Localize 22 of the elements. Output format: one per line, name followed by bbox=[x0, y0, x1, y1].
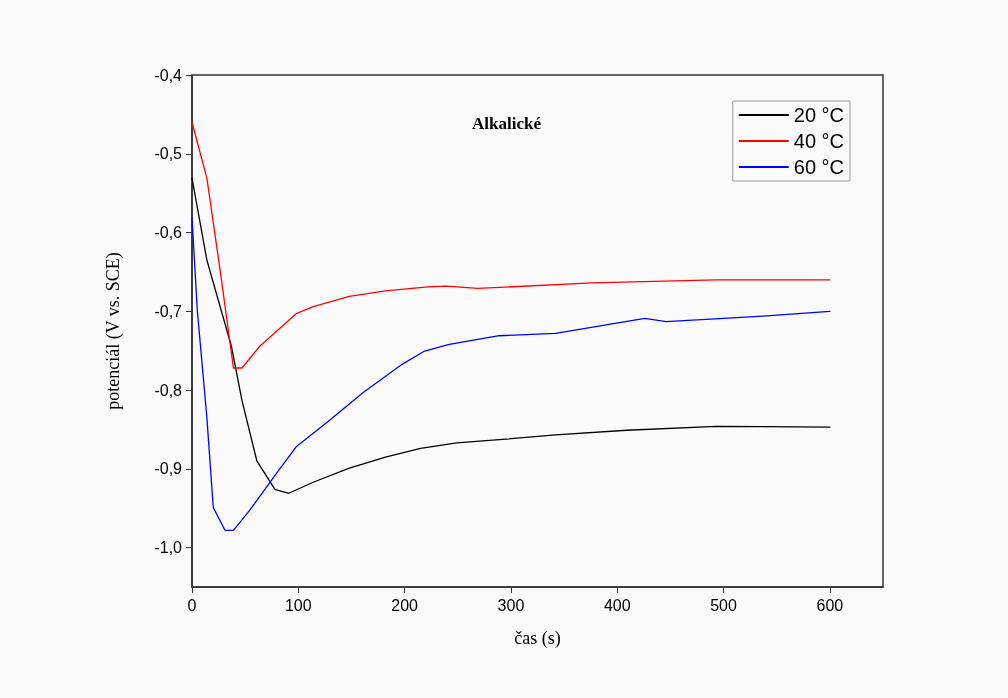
x-tick-label: 600 bbox=[816, 596, 844, 614]
x-tick-label: 500 bbox=[710, 596, 737, 614]
x-axis-title: čas (s) bbox=[514, 628, 561, 649]
line-series bbox=[191, 216, 831, 531]
x-tick-label: 100 bbox=[284, 596, 312, 614]
y-tick-label: -0,4 bbox=[154, 66, 183, 84]
line-series bbox=[191, 177, 831, 494]
legend-label: 40 °C bbox=[793, 130, 845, 152]
y-tick-label: -0,6 bbox=[154, 224, 183, 242]
y-axis-title: potenciál (V vs. SCE) bbox=[103, 252, 124, 410]
annotation: Alkalické bbox=[472, 114, 542, 133]
y-tick-label: -0,8 bbox=[154, 381, 183, 399]
legend-label: 20 °C bbox=[793, 104, 845, 126]
y-tick-label: -1,0 bbox=[154, 539, 183, 557]
x-tick-label: 200 bbox=[391, 596, 419, 614]
y-tick-label: -0,5 bbox=[154, 145, 183, 163]
legend-label: 60 °C bbox=[793, 156, 845, 178]
x-tick-label: 400 bbox=[603, 596, 631, 614]
y-tick-label: -0,9 bbox=[154, 460, 183, 478]
x-tick-label: 300 bbox=[497, 596, 525, 614]
y-tick-label: -0,7 bbox=[154, 302, 183, 320]
x-tick-label: 0 bbox=[187, 596, 197, 614]
